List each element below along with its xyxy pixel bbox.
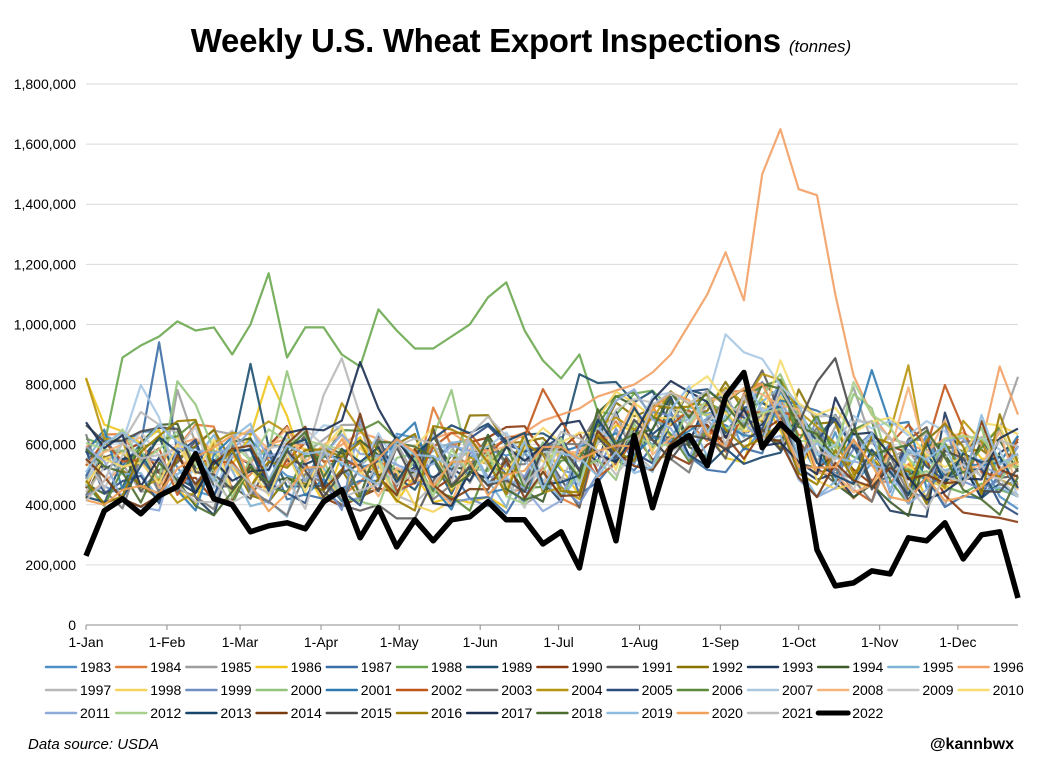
series-line-2011	[85, 388, 1019, 513]
series-highlight-line	[83, 369, 1021, 599]
legend-label-1984: 1984	[150, 659, 181, 675]
series-line-2009	[85, 397, 1019, 509]
series-line-2018	[85, 382, 1019, 517]
y-tick-label: 0	[68, 617, 76, 633]
x-tick-label: 1-Apr	[304, 634, 339, 650]
axes: 0 200,000 400,000 600,000 800,000 1,000,000 1,…	[14, 76, 1018, 650]
legend-label-2014: 2014	[291, 705, 322, 721]
legend-label-2015: 2015	[361, 705, 392, 721]
y-tick-label: 1,000,000	[14, 316, 76, 332]
legend-label-1985: 1985	[220, 659, 251, 675]
data-source-note: Data source: USDA	[28, 736, 159, 753]
legend-label-2004: 2004	[571, 682, 602, 698]
author-handle: @kannbwx	[929, 736, 1014, 753]
grid-lines	[86, 83, 1018, 566]
y-tick-label: 200,000	[25, 557, 76, 573]
legend-label-2001: 2001	[361, 682, 392, 698]
x-tick-label: 1-Aug	[621, 634, 658, 650]
legend-label-2022: 2022	[852, 705, 883, 721]
legend-label-2018: 2018	[571, 705, 602, 721]
chart-subtitle: (tonnes)	[788, 37, 852, 56]
legend-label-1997: 1997	[80, 682, 111, 698]
y-tick-label: 600,000	[25, 437, 76, 453]
legend-label-2002: 2002	[431, 682, 462, 698]
legend-label-2009: 2009	[922, 682, 953, 698]
x-tick-label: 1-Jul	[543, 634, 573, 650]
x-tick-label: 1-May	[380, 634, 419, 650]
series-line-2021	[85, 387, 1019, 511]
legend-label-1998: 1998	[150, 682, 181, 698]
legend-label-1994: 1994	[852, 659, 883, 675]
x-tick-label: 1-Nov	[861, 634, 898, 650]
legend-label-1996: 1996	[993, 659, 1024, 675]
series-background-lines	[84, 128, 1020, 524]
legend-label-1989: 1989	[501, 659, 532, 675]
legend-label-1990: 1990	[571, 659, 602, 675]
legend-label-2013: 2013	[220, 705, 251, 721]
legend-label-2011: 2011	[80, 705, 110, 721]
legend-label-1992: 1992	[712, 659, 743, 675]
legend-label-1983: 1983	[80, 659, 111, 675]
legend-label-2005: 2005	[642, 682, 673, 698]
x-tick-label: 1-Feb	[149, 634, 186, 650]
legend-label-2006: 2006	[712, 682, 743, 698]
series-line-2017	[85, 361, 1019, 507]
legend-label-2008: 2008	[852, 682, 883, 698]
x-tick-label: 1-Oct	[782, 634, 816, 650]
legend-label-1987: 1987	[361, 659, 392, 675]
x-tick-label: 1-Sep	[702, 634, 740, 650]
series-line-2014	[85, 392, 1019, 508]
y-tick-label: 1,800,000	[14, 76, 76, 92]
x-tick-label: 1-Dec	[939, 634, 976, 650]
chart-title-block: Weekly U.S. Wheat Export Inspections (ton…	[0, 22, 1042, 60]
legend-label-2012: 2012	[150, 705, 181, 721]
legend-label-1999: 1999	[220, 682, 251, 698]
series-line-2019	[85, 375, 1019, 491]
x-tick-label: 1-Mar	[222, 634, 259, 650]
legend-label-2016: 2016	[431, 705, 462, 721]
legend-label-2017: 2017	[501, 705, 532, 721]
legend-label-1993: 1993	[782, 659, 813, 675]
y-tick-label: 1,600,000	[14, 136, 76, 152]
legend-label-2010: 2010	[993, 682, 1024, 698]
legend-label-1995: 1995	[922, 659, 953, 675]
legend-label-2003: 2003	[501, 682, 532, 698]
legend-label-1986: 1986	[291, 659, 322, 675]
x-tick-label: 1-Jun	[463, 634, 498, 650]
legend-label-2000: 2000	[291, 682, 322, 698]
legend-label-2019: 2019	[642, 705, 673, 721]
legend-label-1988: 1988	[431, 659, 462, 675]
y-tick-label: 1,200,000	[14, 256, 76, 272]
legend-label-1991: 1991	[642, 659, 673, 675]
legend-label-2021: 2021	[782, 705, 813, 721]
legend-label-2020: 2020	[712, 705, 743, 721]
y-tick-label: 1,400,000	[14, 196, 76, 212]
x-tick-label: 1-Jan	[68, 634, 103, 650]
legend: 1983 1984 1985 1986 1987 1988 1989 1990 1991 1992…	[44, 659, 1024, 721]
series-line-2012	[85, 380, 1019, 505]
y-tick-label: 400,000	[25, 497, 76, 513]
legend-label-2007: 2007	[782, 682, 813, 698]
y-tick-label: 800,000	[25, 377, 76, 393]
chart-title: Weekly U.S. Wheat Export Inspections	[190, 22, 781, 59]
series-line-2022	[83, 369, 1021, 599]
